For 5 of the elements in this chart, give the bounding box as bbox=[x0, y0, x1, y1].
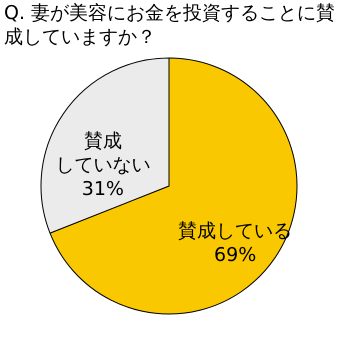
data-label: 31% bbox=[82, 178, 124, 200]
data-label: 69% bbox=[214, 244, 256, 266]
slice-label: 賛成していない bbox=[55, 130, 150, 176]
slice-label: 賛成している bbox=[178, 220, 292, 242]
chart-title: Q. 妻が美容にお金を投資することに賛成していますか？ bbox=[4, 2, 336, 48]
